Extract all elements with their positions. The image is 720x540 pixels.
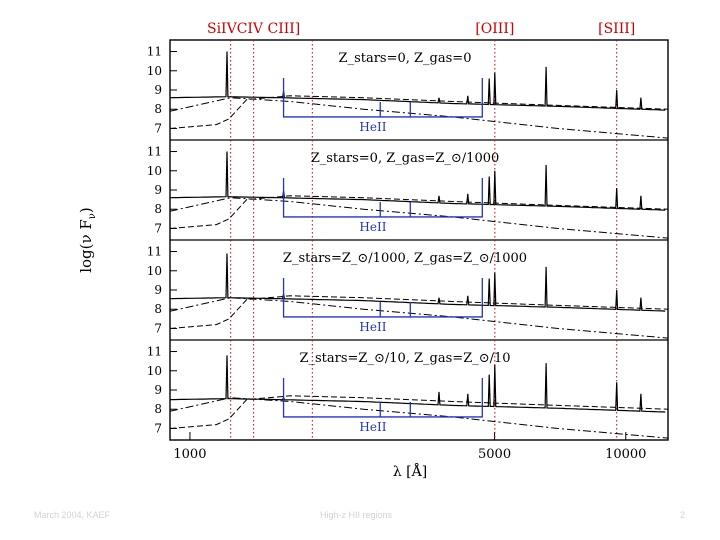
x-tick-label: 1000 xyxy=(173,447,206,462)
panel-metallicity-label: Z_stars=Z_⊙/10, Z_gas=Z_⊙/10 xyxy=(299,351,510,366)
heii-bracket xyxy=(282,278,483,318)
heii-bracket xyxy=(282,178,483,218)
top-line-label: SiIVCIV CIII] xyxy=(207,21,300,37)
y-tick-label: 10 xyxy=(147,264,162,278)
spectrum-panel: 7 8 9 10 11 HeII Z_stars=0, Z_gas=Z_⊙/1000 xyxy=(147,139,669,240)
dashed-continuum-rise xyxy=(169,295,669,329)
y-tick-label: 9 xyxy=(154,383,162,397)
y-tick-label: 9 xyxy=(154,83,162,97)
y-tick-label: 11 xyxy=(147,145,162,159)
dashed-continuum-fall xyxy=(169,297,669,339)
y-tick-label: 9 xyxy=(154,283,162,297)
heii-label: HeII xyxy=(359,420,386,434)
heii-bracket xyxy=(282,78,483,118)
y-tick-label: 7 xyxy=(154,221,162,235)
dashed-continuum-rise xyxy=(169,195,669,229)
heii-label: HeII xyxy=(359,220,386,234)
heii-bracket xyxy=(282,378,483,418)
y-tick-label: 8 xyxy=(154,202,162,216)
heii-label: HeII xyxy=(359,120,386,134)
heii-label: HeII xyxy=(359,320,386,334)
solid-spectrum xyxy=(170,355,666,413)
y-tick-label: 10 xyxy=(147,364,162,378)
spectrum-panel: 7 8 9 10 11 HeII Z_stars=Z_⊙/10, Z_gas=Z_⊙/10 xyxy=(147,339,669,440)
solid-spectrum xyxy=(169,151,666,211)
y-tick-label: 8 xyxy=(154,402,162,416)
dashed-continuum-rise xyxy=(169,395,669,429)
y-axis-label: log(ν Fν) xyxy=(77,207,98,273)
top-line-label: [OIII] xyxy=(475,21,514,37)
y-tick-label: 9 xyxy=(154,183,162,197)
y-tick-label: 8 xyxy=(154,302,162,316)
x-tick-label: 5000 xyxy=(478,447,511,462)
y-tick-label: 7 xyxy=(154,121,162,135)
spectrum-panel: 7 8 9 10 11 HeII Z_stars=Z_⊙/1000, Z_gas=Z_⊙/1… xyxy=(147,239,669,340)
y-tick-label: 11 xyxy=(147,245,162,259)
y-tick-label: 11 xyxy=(147,345,162,359)
panel-metallicity-label: Z_stars=0, Z_gas=0 xyxy=(339,51,472,66)
solid-spectrum xyxy=(169,253,666,312)
panel-metallicity-label: Z_stars=0, Z_gas=Z_⊙/1000 xyxy=(311,151,500,166)
panel-metallicity-label: Z_stars=Z_⊙/1000, Z_gas=Z_⊙/1000 xyxy=(283,251,527,266)
dashed-continuum-fall xyxy=(169,97,669,139)
x-tick-label: 10000 xyxy=(605,447,646,462)
dashed-continuum-rise xyxy=(169,95,669,129)
dashed-continuum-fall xyxy=(169,197,669,239)
y-tick-label: 8 xyxy=(154,102,162,116)
solid-spectrum xyxy=(169,51,666,111)
footer-title: High-z HII regions xyxy=(320,510,393,520)
footer-page-number: 2 xyxy=(680,510,686,520)
y-tick-label: 11 xyxy=(147,45,162,59)
y-tick-label: 10 xyxy=(147,64,162,78)
y-tick-label: 10 xyxy=(147,164,162,178)
spectrum-panel: 7 8 9 10 11 HeII Z_stars=0, Z_gas=0 xyxy=(147,40,669,140)
x-axis-label: λ [Å] xyxy=(393,462,427,480)
footer-date: March 2004, KAEF xyxy=(34,510,111,520)
dashed-continuum-fall xyxy=(169,397,669,439)
y-tick-label: 7 xyxy=(154,321,162,335)
y-tick-label: 7 xyxy=(154,421,162,435)
top-line-label: [SIII] xyxy=(598,21,635,37)
